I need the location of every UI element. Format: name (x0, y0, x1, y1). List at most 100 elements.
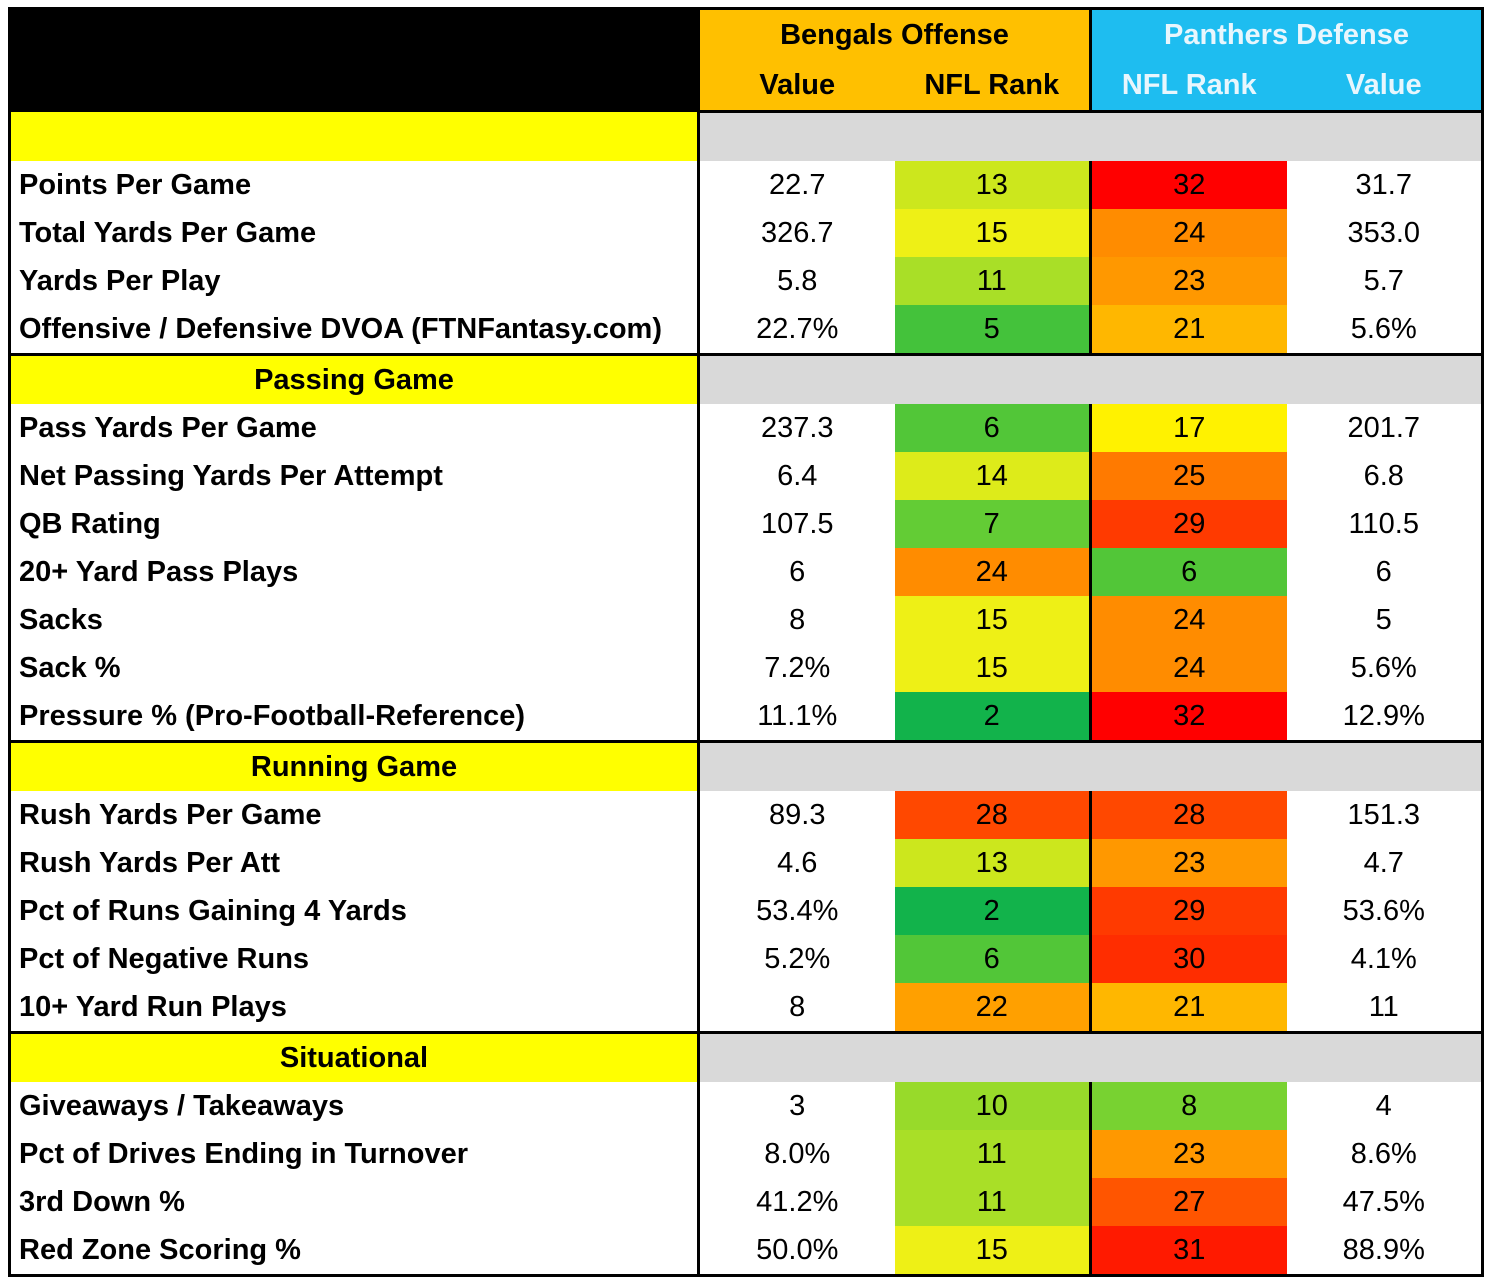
stat-label: Total Yards Per Game (9, 209, 700, 257)
stat-row: 3rd Down % 41.2% 11 27 47.5% (9, 1178, 1483, 1226)
section-header-row (9, 111, 1483, 161)
offense-rank: 13 (894, 839, 1092, 887)
section-title (9, 111, 700, 161)
offense-value: 53.4% (756, 894, 839, 927)
col-header-offense-rank: NFL Rank (894, 60, 1092, 113)
offense-value: 326.7 (760, 216, 834, 249)
defense-value: 5.6% (1350, 651, 1417, 684)
offense-rank: 2 (894, 887, 1092, 935)
offense-value: 6 (789, 555, 806, 588)
offense-value: 8 (789, 990, 806, 1023)
defense-rank: 8 (1090, 1082, 1287, 1130)
section-fill (698, 111, 1483, 161)
offense-value: 5.8 (777, 264, 818, 297)
defense-value: 53.6% (1342, 894, 1425, 927)
stat-label: Sacks (9, 596, 700, 644)
offense-value: 107.5 (760, 507, 834, 540)
offense-rank: 15 (894, 1226, 1092, 1276)
defense-rank: 17 (1090, 404, 1287, 452)
stat-label: Sack % (9, 644, 700, 692)
defense-rank: 29 (1090, 500, 1287, 548)
defense-rank: 24 (1090, 596, 1287, 644)
section-header-row: Situational (9, 1031, 1483, 1082)
stat-label: Rush Yards Per Game (9, 791, 700, 839)
offense-rank: 15 (894, 209, 1092, 257)
stat-label: Yards Per Play (9, 257, 700, 305)
defense-value: 4 (1375, 1089, 1392, 1122)
offense-rank: 13 (894, 161, 1092, 209)
defense-rank: 6 (1090, 548, 1287, 596)
defense-rank: 28 (1090, 791, 1287, 839)
stat-label: 20+ Yard Pass Plays (9, 548, 700, 596)
offense-rank: 6 (894, 935, 1092, 983)
stat-row: Pass Yards Per Game 237.3 6 17 201.7 (9, 404, 1483, 452)
offense-rank: 28 (894, 791, 1092, 839)
offense-value: 8 (789, 603, 806, 636)
defense-rank: 32 (1090, 161, 1287, 209)
offense-value: 5.2% (764, 942, 831, 975)
defense-rank: 30 (1090, 935, 1287, 983)
defense-value: 4.1% (1350, 942, 1417, 975)
defense-rank: 24 (1090, 209, 1287, 257)
offense-rank: 24 (894, 548, 1092, 596)
offense-value: 11.1% (757, 699, 838, 732)
stat-label: Giveaways / Takeaways (9, 1082, 700, 1130)
defense-rank: 23 (1090, 839, 1287, 887)
stat-label: Pass Yards Per Game (9, 404, 700, 452)
stat-row: Total Yards Per Game 326.7 15 24 353.0 (9, 209, 1483, 257)
defense-rank: 31 (1090, 1226, 1287, 1276)
bengals-offense-title: Bengals Offense (698, 8, 1092, 60)
header-corner (9, 8, 700, 112)
defense-value: 31.7 (1355, 168, 1412, 201)
offense-rank: 22 (894, 983, 1092, 1033)
stat-row: Offensive / Defensive DVOA (FTNFantasy.c… (9, 305, 1483, 355)
offense-value: 89.3 (769, 798, 826, 831)
offense-rank: 10 (894, 1082, 1092, 1130)
section-title: Situational (9, 1031, 700, 1082)
col-header-offense-value: Value (698, 60, 895, 113)
defense-value: 8.6% (1350, 1137, 1417, 1170)
offense-value: 3 (789, 1089, 806, 1122)
defense-value: 12.9% (1342, 699, 1425, 732)
defense-value: 5 (1375, 603, 1392, 636)
matchup-table-container: Bengals Offense Panthers Defense Value N… (8, 7, 1484, 1277)
stat-row: Sacks 8 15 24 5 (9, 596, 1483, 644)
defense-value: 201.7 (1347, 411, 1421, 444)
offense-value: 8.0% (764, 1137, 831, 1170)
offense-rank: 5 (894, 305, 1092, 355)
defense-rank: 23 (1090, 257, 1287, 305)
defense-value: 11 (1368, 990, 1399, 1023)
col-header-defense-value: Value (1286, 60, 1483, 113)
offense-rank: 11 (894, 1130, 1092, 1178)
offense-value: 237.3 (760, 411, 834, 444)
stat-row: Pct of Drives Ending in Turnover 8.0% 11 23… (9, 1130, 1483, 1178)
stat-row: Red Zone Scoring % 50.0% 15 31 88.9% (9, 1226, 1483, 1276)
defense-value: 4.7 (1363, 846, 1404, 879)
defense-value: 110.5 (1348, 507, 1419, 540)
offense-rank: 15 (894, 644, 1092, 692)
defense-value: 6.8 (1363, 459, 1404, 492)
offense-rank: 6 (894, 404, 1092, 452)
offense-value: 4.6 (777, 846, 818, 879)
stat-label: 3rd Down % (9, 1178, 700, 1226)
stat-row: Rush Yards Per Game 89.3 28 28 151.3 (9, 791, 1483, 839)
stat-row: Pressure % (Pro-Football-Reference) 11.1%… (9, 692, 1483, 742)
defense-value: 5.6% (1350, 312, 1417, 345)
stat-row: Yards Per Play 5.8 11 23 5.7 (9, 257, 1483, 305)
stat-row: Sack % 7.2% 15 24 5.6% (9, 644, 1483, 692)
section-fill (698, 353, 1483, 404)
stat-row: Net Passing Yards Per Attempt 6.4 14 25 6.8 (9, 452, 1483, 500)
stat-row: Pct of Runs Gaining 4 Yards 53.4% 2 29 53.6% (9, 887, 1483, 935)
offense-rank: 15 (894, 596, 1092, 644)
stat-label: QB Rating (9, 500, 700, 548)
stat-label: Pressure % (Pro-Football-Reference) (9, 692, 700, 742)
defense-value: 353.0 (1347, 216, 1421, 249)
offense-value: 6.4 (777, 459, 818, 492)
offense-rank: 7 (894, 500, 1092, 548)
stat-label: Offensive / Defensive DVOA (FTNFantasy.c… (9, 305, 700, 355)
offense-rank: 11 (894, 257, 1092, 305)
stat-row: Rush Yards Per Att 4.6 13 23 4.7 (9, 839, 1483, 887)
offense-rank: 2 (894, 692, 1092, 742)
panthers-defense-title: Panthers Defense (1090, 8, 1483, 60)
offense-rank: 14 (894, 452, 1092, 500)
